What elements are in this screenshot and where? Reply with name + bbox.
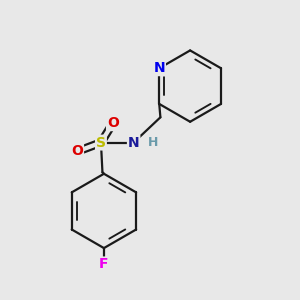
Text: O: O xyxy=(107,116,119,130)
Text: S: S xyxy=(96,136,106,150)
Text: H: H xyxy=(148,136,158,149)
Text: N: N xyxy=(128,136,140,150)
Text: N: N xyxy=(153,61,165,75)
Text: F: F xyxy=(99,257,109,272)
Text: O: O xyxy=(71,145,83,158)
